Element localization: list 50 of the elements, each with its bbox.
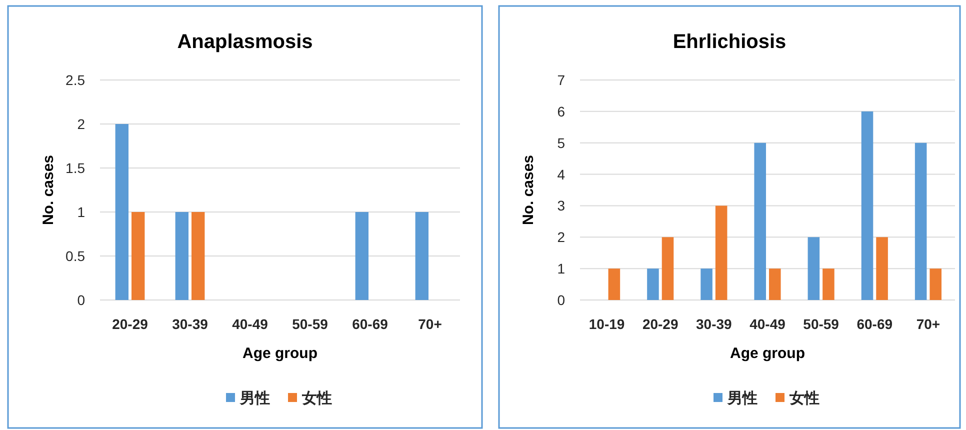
bar: [647, 268, 659, 300]
chart-title: Ehrlichiosis: [672, 31, 786, 53]
x-tick-label: 70+: [916, 316, 940, 332]
bar: [754, 142, 766, 300]
y-tick-label: 1.5: [66, 160, 86, 176]
bar: [876, 237, 888, 300]
x-tick-label: 60-69: [352, 316, 388, 332]
y-axis-title: No. cases: [520, 154, 537, 226]
bar: [930, 268, 942, 300]
x-tick-label: 50-59: [292, 316, 328, 332]
x-tick-label: 30-39: [696, 316, 732, 332]
bar: [769, 268, 781, 300]
x-tick-label: 10-19: [588, 316, 625, 332]
y-tick-label: 5: [557, 134, 566, 151]
y-tick-label: 4: [557, 166, 566, 182]
y-tick-label: 1: [557, 260, 566, 277]
y-tick-label: 3: [557, 198, 566, 214]
y-tick-label: 0: [557, 292, 566, 308]
y-tick-label: 2: [557, 229, 566, 246]
bar: [914, 142, 927, 300]
x-tick-label: 70+: [418, 316, 442, 332]
x-axis-title: Age group: [242, 345, 318, 362]
y-tick-label: 1: [77, 204, 86, 220]
y-tick-label: 2.5: [66, 72, 86, 88]
y-axis-title: No. cases: [40, 154, 57, 226]
chart-title: Anaplasmosis: [177, 31, 313, 53]
bar: [861, 111, 874, 300]
y-tick-label: 7: [557, 72, 566, 88]
bar: [715, 206, 728, 300]
bar: [700, 268, 712, 300]
y-tick-label: 0: [77, 292, 86, 308]
x-tick-label: 20-29: [112, 316, 148, 332]
bar: [662, 237, 674, 300]
y-tick-label: 2: [77, 116, 86, 132]
y-tick-label: 6: [557, 103, 566, 120]
x-tick-label: 40-49: [750, 316, 786, 332]
x-tick-label: 50-59: [803, 316, 840, 332]
x-tick-label: 20-29: [642, 316, 678, 332]
x-tick-label: 30-39: [172, 316, 208, 332]
x-tick-label: 40-49: [232, 316, 268, 332]
bar: [608, 268, 620, 300]
x-tick-label: 60-69: [856, 316, 893, 332]
legend-label: 男性: [239, 389, 270, 407]
x-axis-title: Age group: [730, 345, 805, 362]
bar: [822, 268, 834, 300]
y-tick-label: 0.5: [66, 248, 86, 264]
legend-label: 女性: [301, 389, 332, 407]
legend-label: 女性: [788, 389, 820, 407]
bar: [808, 237, 820, 300]
legend-label: 男性: [726, 389, 758, 407]
